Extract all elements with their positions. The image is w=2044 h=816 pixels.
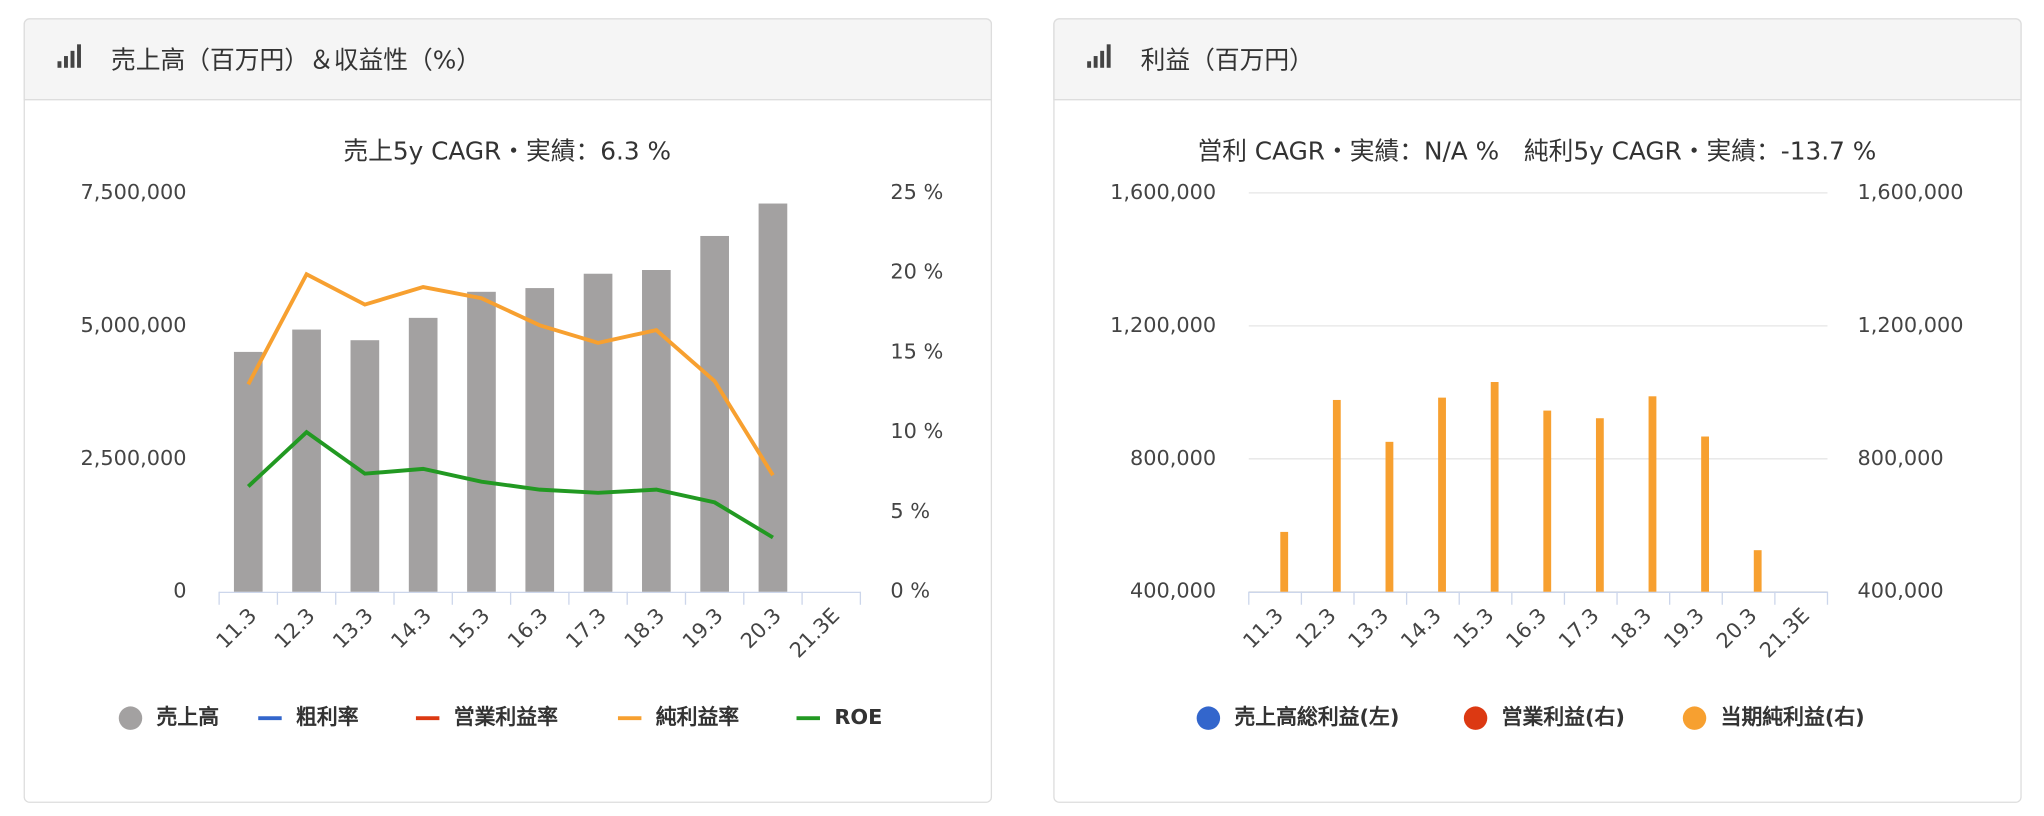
y2-tick-label: 25 %: [890, 180, 943, 204]
legend-marker: [118, 706, 143, 730]
line: [246, 429, 774, 540]
bar: [408, 317, 438, 592]
y2-tick-label: 1,200,000: [1857, 313, 1963, 337]
bar: [700, 235, 729, 592]
legend-label: 純利益率: [656, 705, 740, 729]
y-tick-label: 0: [173, 579, 186, 603]
y-tick-label: 1,200,000: [1110, 313, 1216, 337]
panel-title: 利益（百万円）: [1141, 45, 1314, 74]
chart-icon: [1087, 44, 1111, 68]
legend-label: 売上高総利益(左): [1234, 705, 1399, 729]
y-tick-label: 5,000,000: [80, 313, 186, 337]
bar: [1595, 418, 1604, 592]
bar: [1701, 436, 1709, 592]
bar: [1438, 397, 1446, 592]
line: [246, 271, 775, 477]
bar: [1332, 399, 1341, 592]
bar: [1753, 550, 1762, 592]
y-tick-label: 400,000: [1130, 579, 1216, 603]
legend-label: 営業利益率: [454, 705, 558, 729]
chart-icon: [57, 44, 81, 68]
bar: [1543, 410, 1552, 592]
legend-label: 粗利率: [296, 705, 359, 729]
y2-tick-label: 20 %: [890, 260, 943, 284]
bar: [1490, 382, 1499, 592]
y2-tick-label: 800,000: [1857, 446, 1943, 470]
y-tick-label: 1,600,000: [1110, 180, 1216, 204]
bar: [642, 270, 671, 592]
legend-label: 売上高: [157, 705, 220, 729]
legend-marker: [1682, 706, 1707, 730]
y2-tick-label: 10 %: [890, 419, 943, 443]
panel: 利益（百万円） 営利 CAGR・実績：N/A % 純利5y CAGR・実績：-1…: [1053, 18, 2022, 803]
chart-subtitle: 営利 CAGR・実績：N/A % 純利5y CAGR・実績：-13.7 %: [1197, 136, 1876, 165]
bar: [467, 291, 496, 592]
bar: [525, 288, 555, 592]
bar: [292, 329, 321, 592]
legend-marker: [1196, 706, 1221, 730]
bar: [583, 273, 613, 592]
y-tick-label: 7,500,000: [80, 180, 186, 204]
bar: [233, 351, 263, 592]
y2-tick-label: 15 %: [890, 339, 943, 363]
panel-header: [23, 18, 993, 101]
panel-header: [1053, 18, 2022, 101]
panel-title: 売上高（百万円）＆収益性（%）: [111, 45, 481, 74]
y2-tick-label: 400,000: [1857, 579, 1943, 603]
y-tick-label: 800,000: [1130, 446, 1216, 470]
y2-tick-label: 1,600,000: [1857, 180, 1963, 204]
legend-label: 当期純利益(右): [1721, 705, 1865, 729]
y2-tick-label: 5 %: [890, 499, 930, 523]
bar: [758, 203, 788, 592]
panel: 売上高（百万円）＆収益性（%） 売上5y CAGR・実績：6.3 %: [23, 18, 993, 803]
legend-label: ROE: [834, 705, 882, 729]
y-tick-label: 2,500,000: [80, 446, 186, 470]
bar: [1280, 531, 1289, 592]
legend-marker: [1463, 706, 1488, 730]
y2-tick-label: 0 %: [890, 579, 930, 603]
chart-subtitle: 売上5y CAGR・実績：6.3 %: [343, 136, 671, 165]
bar: [1648, 396, 1657, 592]
legend-label: 営業利益(右): [1502, 705, 1625, 729]
bar: [1385, 441, 1394, 592]
